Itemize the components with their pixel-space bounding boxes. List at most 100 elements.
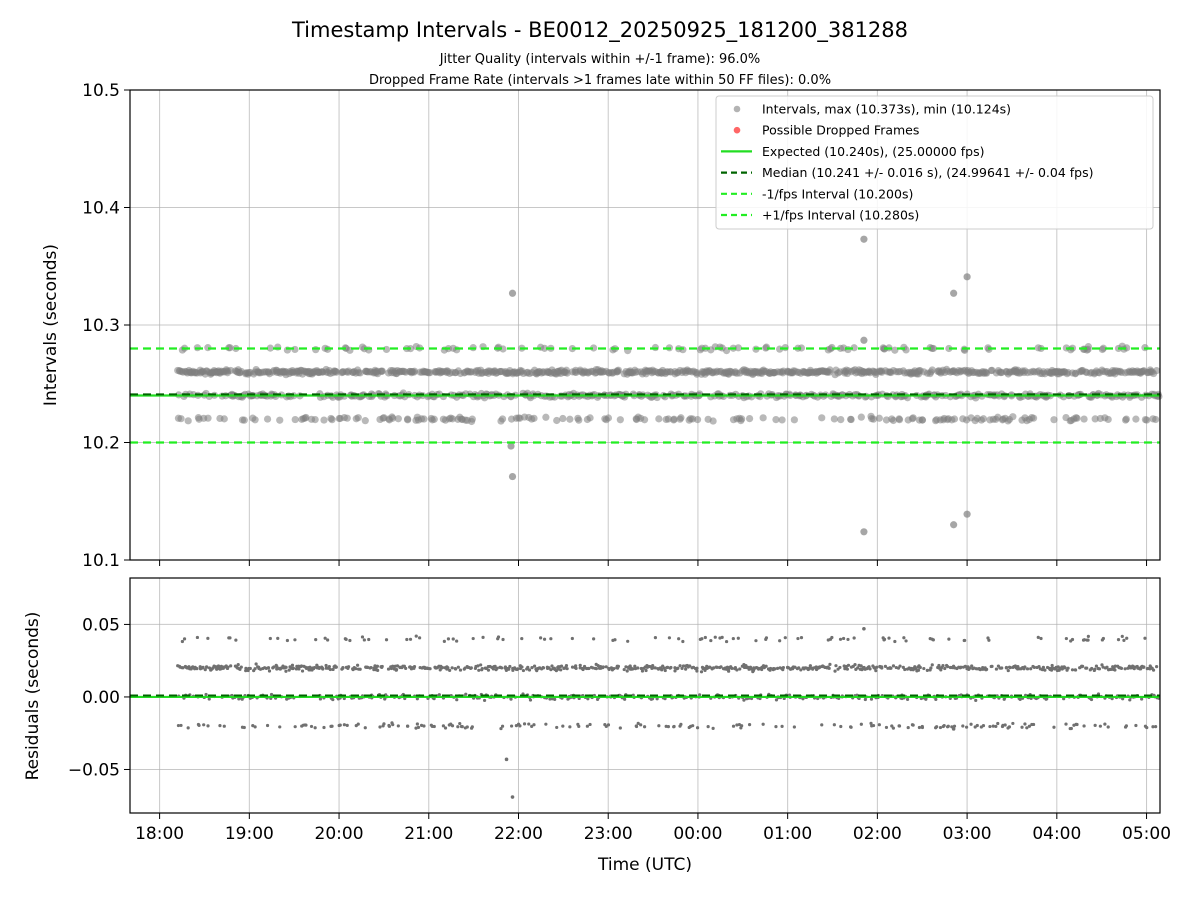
- residual-point: [672, 724, 676, 729]
- residuals-y-tick-label: 0.05: [82, 615, 120, 635]
- residual-point: [695, 666, 699, 670]
- residual-point: [699, 670, 704, 674]
- residual-point: [1124, 724, 1128, 728]
- residual-point: [691, 724, 695, 728]
- residual-point: [456, 665, 460, 669]
- residual-point: [731, 636, 735, 641]
- residual-point: [532, 723, 536, 727]
- residual-point: [893, 639, 897, 644]
- intervals-y-tick-label: 10.2: [82, 434, 120, 454]
- residual-point: [312, 665, 317, 670]
- residual-point: [713, 635, 717, 639]
- residual-point: [415, 722, 419, 726]
- interval-point: [882, 416, 891, 424]
- residual-point: [253, 725, 257, 729]
- residual-point: [1052, 725, 1056, 729]
- residual-point: [500, 666, 504, 670]
- interval-point: [378, 367, 386, 375]
- residual-point: [838, 637, 843, 641]
- residual-point: [846, 637, 850, 642]
- residual-point: [555, 725, 559, 730]
- residual-point: [963, 664, 967, 668]
- residual-point: [773, 667, 777, 671]
- residual-point: [1098, 724, 1102, 728]
- residual-point: [578, 663, 582, 667]
- residual-point: [458, 721, 462, 726]
- residual-point: [387, 724, 392, 728]
- interval-point: [979, 415, 988, 423]
- residual-point: [203, 668, 207, 672]
- residual-point: [859, 664, 863, 668]
- residual-point: [418, 636, 422, 640]
- residual-point: [254, 662, 258, 666]
- residual-point: [902, 636, 906, 640]
- residual-point: [1007, 725, 1012, 729]
- residual-point: [905, 697, 910, 701]
- residual-point: [391, 664, 395, 668]
- residual-point: [574, 664, 578, 668]
- residual-point: [585, 724, 589, 728]
- residual-point: [868, 667, 872, 671]
- residual-point: [454, 667, 458, 671]
- residual-point: [345, 723, 349, 727]
- residual-point: [1142, 665, 1146, 669]
- residual-point: [1041, 665, 1045, 669]
- residual-point: [446, 666, 450, 670]
- residual-point: [1082, 724, 1086, 728]
- residual-point: [662, 666, 666, 670]
- residual-point: [328, 667, 332, 672]
- residual-point: [458, 668, 463, 672]
- residual-point: [313, 726, 317, 730]
- x-tick-label: 03:00: [943, 824, 992, 844]
- residual-point: [331, 697, 335, 702]
- residual-point: [592, 637, 596, 641]
- interval-point: [776, 345, 784, 353]
- interval-point: [902, 346, 910, 354]
- interval-point: [772, 416, 780, 424]
- interval-point: [389, 414, 397, 422]
- residual-point: [284, 669, 288, 673]
- interval-point: [614, 366, 623, 374]
- interval-point: [553, 416, 561, 425]
- residual-point: [783, 636, 787, 640]
- residual-point: [300, 669, 305, 673]
- residual-point: [362, 638, 366, 642]
- legend-median-label: Median (10.241 +/- 0.016 s), (24.99641 +…: [762, 165, 1093, 180]
- interval-point: [394, 415, 402, 423]
- x-tick-label: 01:00: [763, 824, 812, 844]
- residual-point: [934, 697, 938, 701]
- residual-point: [206, 636, 210, 640]
- residual-point: [922, 666, 926, 671]
- chart-subtitle-jitter: Jitter Quality (intervals within +/-1 fr…: [439, 52, 761, 67]
- residual-point: [849, 725, 853, 729]
- residual-point: [1123, 667, 1127, 671]
- interval-point: [266, 344, 274, 352]
- residual-point: [959, 665, 963, 669]
- residual-point: [1106, 725, 1110, 729]
- residual-point: [1155, 665, 1159, 669]
- residual-point: [695, 726, 700, 730]
- residual-point: [891, 726, 895, 730]
- residual-point: [1143, 636, 1147, 640]
- residual-point: [1025, 726, 1029, 730]
- residual-point: [727, 669, 731, 673]
- interval-point: [693, 416, 702, 424]
- interval-point: [240, 416, 248, 424]
- legend-dropped-frames-label: Possible Dropped Frames: [762, 123, 919, 138]
- residual-point: [700, 637, 704, 641]
- residual-point: [904, 639, 908, 643]
- residual-point: [715, 665, 719, 669]
- interval-point: [1009, 413, 1017, 421]
- interval-point: [1091, 415, 1099, 423]
- residual-point: [761, 722, 765, 726]
- residual-point: [499, 726, 503, 731]
- residual-point: [623, 697, 627, 701]
- residual-point: [1097, 667, 1102, 671]
- interval-point: [745, 414, 754, 423]
- residual-point: [606, 723, 611, 727]
- interval-point: [1152, 415, 1160, 424]
- residual-point: [925, 668, 929, 672]
- interval-point: [909, 414, 917, 422]
- residual-point: [828, 662, 832, 666]
